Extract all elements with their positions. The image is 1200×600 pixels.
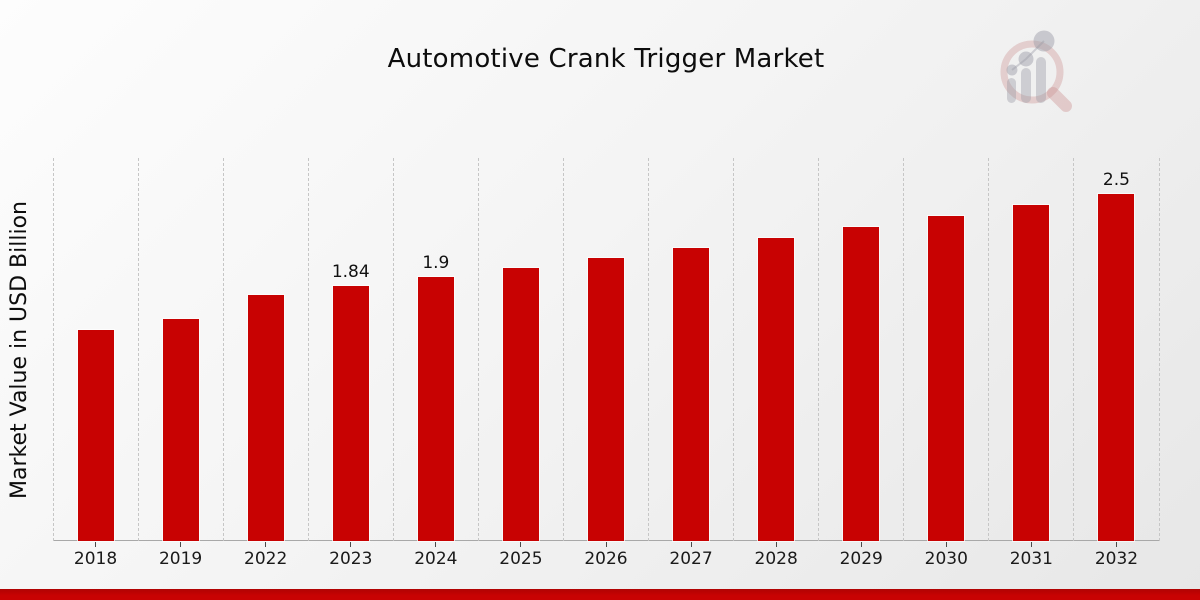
x-axis-tick [265, 542, 267, 547]
x-tick-label-2031: 2031 [1009, 549, 1053, 569]
x-axis-tick [690, 542, 692, 547]
bar-2026 [587, 257, 625, 542]
x-axis-tick [605, 542, 607, 547]
bar-2023 [331, 285, 370, 542]
chart-title: Automotive Crank Trigger Market [387, 44, 825, 74]
x-axis-tick [435, 542, 437, 547]
magnifier-handle [1047, 87, 1072, 112]
bar-2030 [927, 215, 966, 542]
bar-2018 [76, 329, 115, 542]
x-axis-tick [860, 542, 862, 547]
gridline [52, 158, 54, 541]
magnifier-chart-logo-watermark [1000, 30, 1072, 112]
bar-value-label-2024: 1.9 [422, 253, 450, 273]
logo-bar-tall [1036, 57, 1046, 103]
logo-dot-small [1006, 64, 1018, 76]
bar-2019 [161, 318, 200, 542]
plot-area: 2018 2019 2022 1.84 2023 1.9 2024 2025 2026 2027 2… [52, 158, 1160, 569]
magnifier-ring [1000, 40, 1064, 104]
gridline [137, 158, 139, 541]
gridline [477, 158, 479, 541]
x-axis-tick [1115, 542, 1117, 547]
bar-2031 [1012, 204, 1051, 542]
x-tick-label-2024: 2024 [414, 549, 458, 569]
x-axis-tick [1030, 542, 1032, 547]
footer-red-bar [0, 589, 1200, 600]
gridline [648, 158, 650, 541]
bar-2032 [1097, 193, 1136, 542]
logo-trend-line [1011, 40, 1045, 71]
x-tick-label-2019: 2019 [158, 549, 203, 569]
gridline [1073, 158, 1075, 541]
x-axis-tick [180, 542, 182, 547]
gridline [222, 158, 224, 541]
gridline [562, 158, 564, 541]
x-axis-tick [945, 542, 947, 547]
x-tick-label-2027: 2027 [669, 549, 713, 569]
logo-dot-large [1033, 30, 1055, 52]
x-tick-label-2026: 2026 [584, 549, 628, 569]
bar-2022 [246, 294, 285, 542]
logo-bar-medium [1021, 68, 1031, 103]
x-tick-label-2022: 2022 [244, 549, 288, 569]
y-axis-label: Market Value in USD Billion [7, 200, 32, 500]
x-axis-tick [775, 542, 777, 547]
gridline [392, 158, 394, 541]
x-tick-label-2032: 2032 [1094, 549, 1139, 569]
x-tick-label-2030: 2030 [924, 549, 968, 569]
bar-value-label-2023: 1.84 [331, 262, 370, 282]
logo-dot-medium [1018, 51, 1034, 67]
x-tick-label-2018: 2018 [73, 549, 118, 569]
bar-2027 [672, 247, 711, 542]
bar-2024 [416, 276, 455, 542]
x-tick-label-2023: 2023 [329, 549, 373, 569]
x-tick-label-2025: 2025 [499, 549, 543, 569]
x-axis-tick [520, 542, 522, 547]
gridline [307, 158, 309, 541]
gridline [818, 158, 820, 541]
gridline [988, 158, 990, 541]
gridline [903, 158, 905, 541]
gridline [733, 158, 735, 541]
bar-2029 [842, 226, 881, 542]
logo-bar-small [1007, 78, 1016, 103]
gridline [1158, 158, 1160, 541]
x-tick-label-2028: 2028 [754, 549, 798, 569]
bar-value-label-2032: 2.5 [1102, 170, 1130, 190]
x-tick-label-2029: 2029 [839, 549, 883, 569]
x-axis-tick [350, 542, 352, 547]
bar-2025 [501, 267, 540, 542]
x-axis-tick [95, 542, 97, 547]
bar-2028 [757, 237, 796, 542]
